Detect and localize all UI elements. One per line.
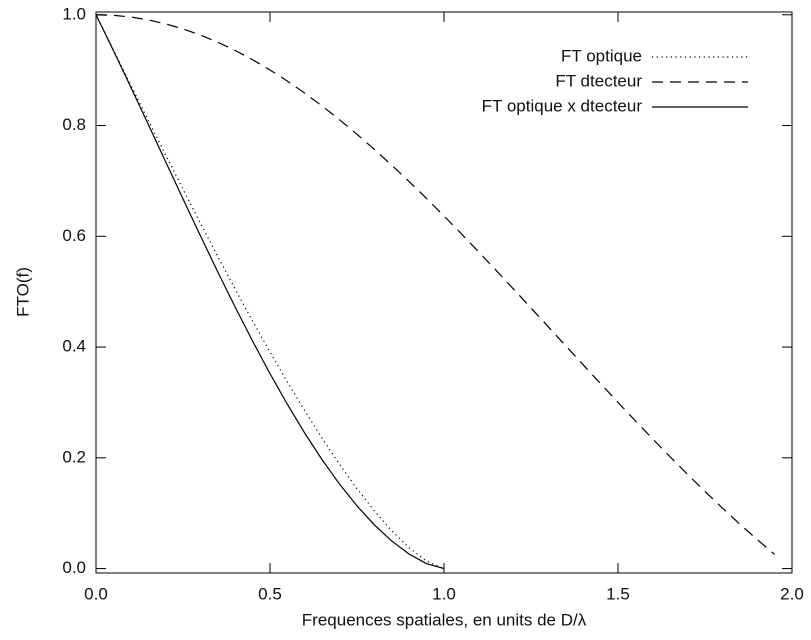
y-axis-label: FTO(f) [13, 267, 32, 317]
legend-label: FT optique x dtecteur [482, 96, 643, 115]
x-axis-label: Frequences spatiales, en units de D/λ [302, 610, 587, 629]
legend-label: FT dtecteur [555, 71, 642, 90]
y-tick-label: 0.4 [62, 337, 86, 356]
x-tick-label: 0.0 [84, 584, 108, 603]
y-tick-label: 1.0 [62, 4, 86, 23]
y-tick-label: 0.2 [62, 447, 86, 466]
x-tick-label: 1.5 [606, 584, 630, 603]
y-tick-label: 0.8 [62, 115, 86, 134]
x-tick-label: 1.0 [432, 584, 456, 603]
x-tick-label: 2.0 [780, 584, 804, 603]
series-line [95, 14, 445, 570]
y-tick-label: 0.6 [62, 226, 86, 245]
y-tick-label: 0.0 [62, 558, 86, 577]
series-line [95, 14, 775, 555]
legend-label: FT optique [561, 46, 642, 65]
series-line [95, 14, 445, 570]
x-tick-label: 0.5 [258, 584, 282, 603]
plot-frame [95, 11, 793, 574]
